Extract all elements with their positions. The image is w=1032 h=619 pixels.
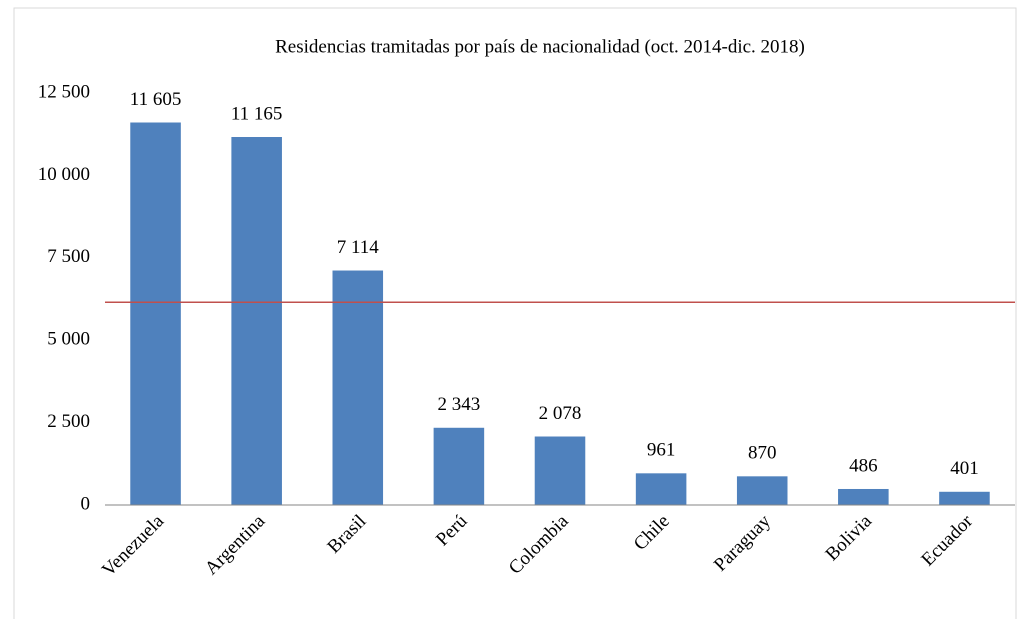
x-tick-label: Paraguay bbox=[710, 510, 775, 575]
bar bbox=[939, 491, 990, 505]
x-tick-label: Ecuador bbox=[917, 510, 977, 570]
x-tick-label: Brasil bbox=[323, 511, 370, 558]
data-label: 2 078 bbox=[539, 403, 582, 424]
x-tick-label: Bolivia bbox=[822, 510, 877, 565]
bar bbox=[534, 436, 586, 505]
bar bbox=[332, 270, 384, 505]
data-label: 11 165 bbox=[231, 103, 283, 124]
data-label: 2 343 bbox=[438, 394, 481, 415]
chart-frame bbox=[13, 7, 1017, 619]
y-tick-label: 12 500 bbox=[38, 81, 90, 102]
x-tick-label: Argentina bbox=[201, 510, 270, 579]
bar bbox=[838, 488, 889, 505]
chart-title: Residencias tramitadas por país de nacio… bbox=[275, 36, 805, 57]
bar bbox=[130, 122, 181, 505]
bar bbox=[736, 476, 788, 505]
y-tick-label: 0 bbox=[81, 493, 91, 514]
data-label: 961 bbox=[647, 440, 676, 461]
x-tick-label: Perú bbox=[432, 510, 472, 550]
y-tick-label: 2 500 bbox=[47, 411, 90, 432]
y-tick-label: 5 000 bbox=[47, 329, 90, 350]
data-label: 401 bbox=[950, 458, 979, 479]
x-tick-label: Chile bbox=[630, 511, 674, 555]
x-tick-label: Venezuela bbox=[98, 510, 168, 580]
bar bbox=[635, 473, 687, 505]
y-tick-label: 7 500 bbox=[47, 246, 90, 267]
bar bbox=[433, 427, 485, 505]
bar bbox=[231, 137, 282, 506]
data-label: 486 bbox=[849, 455, 878, 476]
y-tick-label: 10 000 bbox=[38, 164, 90, 185]
x-tick-label: Colombia bbox=[505, 510, 573, 578]
data-label: 870 bbox=[748, 443, 777, 464]
data-label: 11 605 bbox=[130, 89, 182, 110]
data-label: 7 114 bbox=[337, 237, 380, 258]
